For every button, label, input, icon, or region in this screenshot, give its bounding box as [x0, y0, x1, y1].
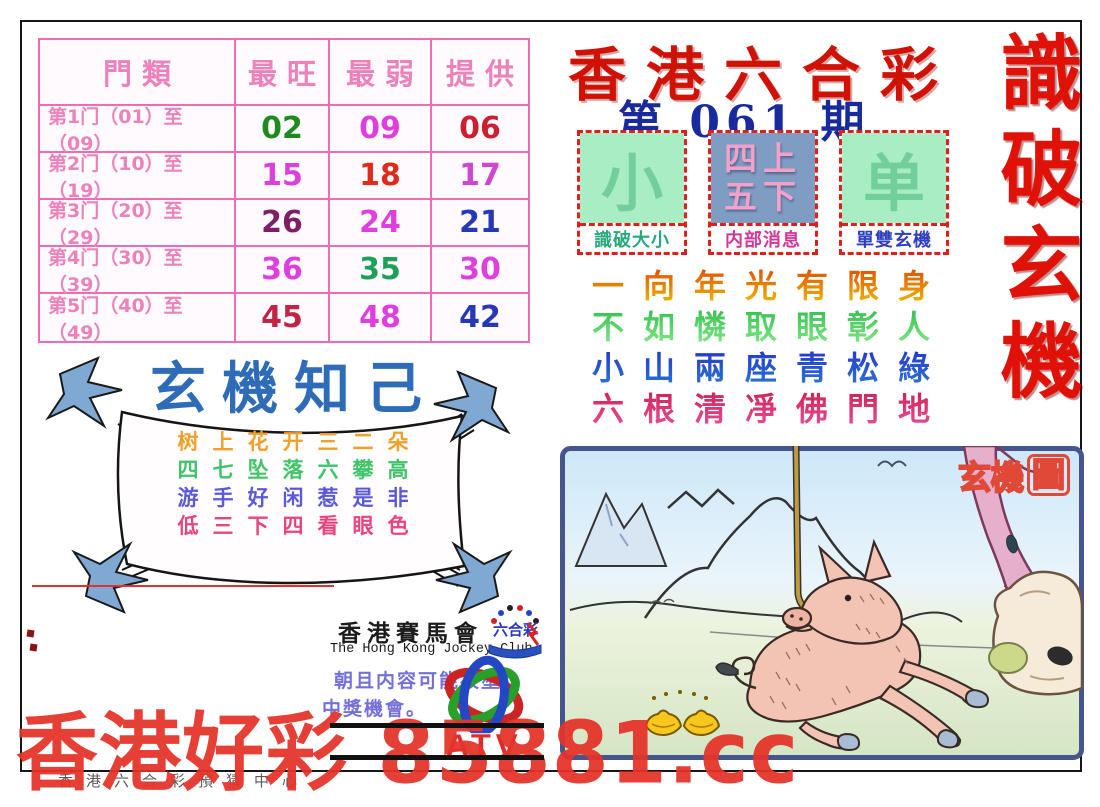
red-underline [32, 585, 334, 587]
table-number-cell: 02 [236, 106, 330, 153]
gourd [988, 642, 1028, 674]
mystery-picture: 玄機圖 [560, 444, 1084, 760]
table-row-label: 第2门（10）至（19） [40, 153, 236, 202]
table-number-cell: 18 [330, 153, 432, 200]
prediction-box: 单單雙玄機 [839, 130, 949, 255]
horizontal-rule [330, 723, 544, 728]
pig-hooves [836, 688, 990, 752]
table-number-cell: 24 [330, 200, 432, 247]
picture-label-boxed-char: 圖 [1027, 454, 1070, 496]
jockey-club-cn: 香港賽馬會 [338, 620, 483, 647]
table-number-cell: 48 [330, 294, 432, 341]
table-row-label: 第4门（30）至（39） [40, 247, 236, 296]
poem-line: 树上花开三二朵 [177, 429, 423, 454]
table-number-cell: 09 [330, 106, 432, 153]
prediction-box: 小識破大小 [577, 130, 687, 255]
verse-line: 不如憐取眼彰人 [592, 308, 950, 346]
table-row-label: 第1门（01）至（09） [40, 106, 236, 155]
prediction-box-caption: 單雙玄機 [842, 223, 946, 252]
mountain [643, 497, 903, 621]
banner-bird [71, 541, 149, 614]
pig-tail [731, 656, 757, 690]
table-header-cell: 最弱 [330, 40, 432, 106]
banner-poem: 树上花开三二朵 四七坠落六攀高 游手好闲惹是非 低三下四看眼色 [150, 428, 450, 540]
prediction-box-caption: 内部消息 [711, 223, 815, 252]
banner-title: 玄機知己 [150, 356, 438, 422]
table-row-label: 第5门（40）至（49） [40, 294, 236, 344]
verse-line: 小山兩座青松綠 [592, 349, 950, 387]
prediction-box: 四上 五下 内部消息 [708, 130, 818, 255]
banner-birds-illustration [45, 356, 513, 614]
prediction-box-caption: 識破大小 [580, 223, 684, 252]
poem-line: 游手好闲惹是非 [177, 485, 423, 510]
table-number-cell: 30 [432, 247, 528, 294]
table-header-cell: 最旺 [236, 40, 330, 106]
prediction-box-main: 四上 五下 [711, 133, 815, 223]
verse-line: 六根清凈佛門地 [592, 390, 950, 428]
mark-six-badge: 六合彩 [488, 605, 542, 659]
table-number-cell: 17 [432, 153, 528, 200]
prediction-boxes: 小識破大小 四上 五下 内部消息单單雙玄機 [577, 130, 949, 255]
prediction-box-main: 小 [580, 133, 684, 223]
table-number-cell: 15 [236, 153, 330, 200]
side-title-vertical: 識破玄機 [986, 30, 1082, 414]
table-header-cell: 提供 [432, 40, 528, 106]
poem-line: 四七坠落六攀高 [177, 457, 423, 482]
footer-center-text: 香港六合彩預猜中心 [58, 772, 311, 790]
table-number-cell: 06 [432, 106, 528, 153]
banner-bird [45, 356, 123, 429]
table-number-cell: 35 [330, 247, 432, 294]
verse-line: 一向年光有限身 [592, 267, 950, 305]
rock [992, 570, 1084, 696]
bird-icon [877, 460, 907, 468]
picture-label-text: 玄機 [957, 457, 1025, 498]
table-header-cell: 門類 [40, 40, 236, 106]
horizontal-rule [330, 755, 544, 760]
pig [746, 538, 987, 750]
prediction-box-main: 单 [842, 133, 946, 223]
watermark-text: 香港好彩 85881.cc [16, 704, 800, 804]
mountain [574, 491, 668, 567]
poem-line: 低三下四看眼色 [177, 513, 423, 538]
prediction-box-line: 四上 [724, 139, 802, 178]
prediction-box-line: 五下 [724, 177, 802, 216]
banner-bird [435, 541, 513, 614]
red-mark [29, 643, 38, 652]
picture-label: 玄機圖 [957, 451, 1070, 499]
table-number-cell: 26 [236, 200, 330, 247]
pig-fur [769, 593, 909, 710]
category-stats-table: 門類 最旺 最弱 提供第1门（01）至（09） 02 09 06 第2门（10）至（19） 15… [38, 38, 530, 344]
table-number-cell: 36 [236, 247, 330, 294]
verse-lines: 一向年光有限身 不如憐取眼彰人 小山兩座青松綠 六根清凈佛門地 [592, 266, 949, 430]
table-number-cell: 21 [432, 200, 528, 247]
table-row-label: 第3门（20）至（29） [40, 200, 236, 249]
leaflet-sheet: 門類 最旺 最弱 提供第1门（01）至（09） 02 09 06 第2门（10）至（19） 15… [20, 20, 1084, 772]
table-number-cell: 45 [236, 294, 330, 341]
table-number-cell: 42 [459, 300, 501, 335]
banner-bird [433, 370, 511, 443]
disclaimer-line-2: 中獎機會。 [322, 698, 428, 720]
svg-text:六合彩: 六合彩 [493, 621, 538, 639]
gold-ingots [644, 690, 721, 737]
pig-illustration [560, 444, 1084, 760]
red-mark [26, 629, 35, 638]
main-title: 香港六合彩 [568, 41, 959, 109]
jockey-club-en: The Hong Kong Jockey Club [330, 642, 533, 657]
